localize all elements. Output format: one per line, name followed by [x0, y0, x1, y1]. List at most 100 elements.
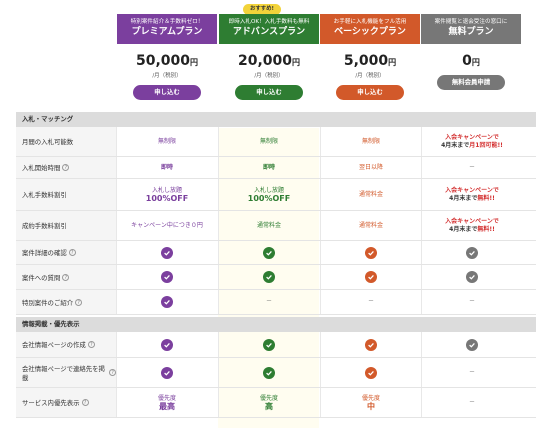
cell-basic: 翌日以降: [320, 157, 421, 178]
cell-advance: 無制限: [218, 127, 319, 156]
cell-premium: 優先度 最高: [116, 388, 217, 417]
price-unit: 円: [190, 58, 199, 67]
row-label: サービス内優先表示?: [16, 388, 116, 417]
check-icon: [161, 296, 173, 308]
check-icon: [263, 338, 275, 351]
cell-premium: 入札し放題 100%OFF: [116, 179, 217, 210]
table-row-priority: サービス内優先表示? 優先度 最高 優先度高 優先度中 －: [16, 388, 536, 418]
cell-free: [421, 332, 522, 357]
cell-advance: 入札し放題 100%OFF: [218, 179, 319, 210]
cell-free: 入会キャンペーンで 4月末まで月1回可能!!: [421, 127, 522, 156]
campaign-text: 入会キャンペーンで: [445, 133, 499, 141]
price-unit: 円: [388, 58, 397, 67]
check-icon: [466, 246, 478, 259]
plan-price: 5,000円: [320, 53, 420, 69]
check-icon: [263, 271, 275, 283]
check-icon: [263, 366, 275, 379]
plan-free: 案件閲覧と退会受注の窓口に 無料プラン 0円 無料会員申請: [421, 14, 521, 114]
plan-name: プレミアムプラン: [131, 27, 203, 37]
plan-name: 無料プラン: [448, 27, 494, 37]
cell-advance: －: [218, 290, 319, 314]
table-row-company-page: 会社情報ページの作成?: [16, 332, 536, 358]
plan-basic: お手軽に入札機能をフル活用 ベーシックプラン 5,000円 /月（税別） 申し込…: [320, 14, 420, 114]
cell-premium: 即時: [116, 157, 217, 178]
row-label: 特別案件のご紹介?: [16, 290, 116, 314]
apply-premium-button[interactable]: 申し込む: [133, 85, 201, 100]
cell-basic: [320, 358, 421, 387]
cell-premium: キャンペーン中につき０円: [116, 211, 217, 240]
plan-price: 20,000円: [219, 53, 319, 69]
row-label: 案件への質問?: [16, 265, 116, 289]
check-icon: [365, 338, 377, 351]
plan-tagline: 即時入札OK！入札手数料も無料: [228, 19, 310, 25]
cell-premium: [116, 358, 217, 387]
plan-price: 50,000円: [117, 53, 217, 69]
section-info-header: 情報掲載・優先表示: [16, 317, 536, 332]
help-icon[interactable]: ?: [109, 369, 116, 376]
check-icon: [263, 246, 275, 259]
plan-name: ベーシックプラン: [334, 27, 406, 37]
price-amount: 0: [462, 53, 472, 69]
cell-advance: [218, 241, 319, 264]
check-icon: [365, 271, 377, 283]
plan-basic-header: お手軽に入札機能をフル活用 ベーシックプラン: [320, 14, 420, 44]
table-row-contract-fee: 成約手数料割引 キャンペーン中につき０円 通常料金 通常料金 入会キャンペーンで…: [16, 211, 536, 241]
table-row-monthly-bids: 月間の入札可能数 無制限 無制限 無制限 入会キャンペーンで 4月末まで月1回可…: [16, 127, 536, 157]
apply-free-button[interactable]: 無料会員申請: [437, 75, 505, 90]
cell-advance: 即時: [218, 157, 319, 178]
plan-name: アドバンスプラン: [232, 27, 306, 37]
cell-advance: [218, 265, 319, 289]
check-icon: [161, 246, 173, 259]
cell-premium: [116, 241, 217, 264]
help-icon[interactable]: ?: [62, 273, 70, 281]
row-label: 入札開始時間?: [16, 157, 116, 178]
help-icon[interactable]: ?: [68, 249, 76, 256]
price-amount: 20,000: [237, 53, 293, 69]
plan-free-header: 案件閲覧と退会受注の窓口に 無料プラン: [421, 14, 521, 44]
cell-premium: [116, 332, 217, 357]
cell-premium: [116, 265, 217, 289]
row-label: 成約手数料割引: [16, 211, 116, 240]
cell-basic: 通常料金: [320, 179, 421, 210]
section-bidding-header: 入札・マッチング: [16, 112, 536, 127]
price-unit: 円: [471, 58, 480, 67]
cell-free: 入会キャンペーンで 4月末まで無料!!: [421, 211, 522, 240]
cell-free: 入会キャンペーンで 4月末まで無料!!: [421, 179, 522, 210]
check-icon: [161, 338, 173, 351]
apply-advance-button[interactable]: 申し込む: [235, 85, 303, 100]
recommended-badge: おすすめ!: [243, 4, 281, 15]
check-icon: [365, 366, 377, 379]
table-row-special-case: 特別案件のご紹介? － － －: [16, 290, 536, 315]
cell-advance: 通常料金: [218, 211, 319, 240]
plan-premium-header: 特別案件紹介＆手数料ゼロ！ プレミアムプラン: [117, 14, 217, 44]
cell-premium: [116, 290, 217, 314]
table-row-case-detail: 案件詳細の確認?: [16, 241, 536, 265]
cell-basic: 通常料金: [320, 211, 421, 240]
apply-basic-button[interactable]: 申し込む: [336, 85, 404, 100]
table-row-fee-discount: 入札手数料割引 入札し放題 100%OFF 入札し放題 100%OFF 通常料金 入…: [16, 179, 536, 211]
plan-tagline: お手軽に入札機能をフル活用: [333, 19, 407, 25]
plan-advance-header: 即時入札OK！入札手数料も無料 アドバンスプラン: [219, 14, 319, 44]
table-row-contact-info: 会社情報ページで連絡先を掲載? －: [16, 358, 536, 388]
help-icon[interactable]: ?: [81, 399, 89, 406]
cell-basic: 優先度中: [320, 388, 421, 417]
help-icon[interactable]: ?: [75, 298, 83, 306]
cell-basic: [320, 332, 421, 357]
cell-free: －: [421, 157, 522, 178]
price-amount: 50,000: [135, 53, 191, 69]
check-icon: [466, 271, 478, 283]
table-row-case-question: 案件への質問?: [16, 265, 536, 290]
cell-advance: [218, 358, 319, 387]
price-period: /月（税別）: [355, 73, 385, 79]
help-icon[interactable]: ?: [62, 164, 70, 171]
cell-free: －: [421, 290, 522, 314]
plan-tagline: 案件閲覧と退会受注の窓口に: [434, 19, 508, 25]
row-label: 会社情報ページの作成?: [16, 332, 116, 357]
price-amount: 5,000: [343, 53, 389, 69]
table-row-bid-start: 入札開始時間? 即時 即時 翌日以降 －: [16, 157, 536, 179]
cell-free: [421, 241, 522, 264]
check-icon: [365, 246, 377, 259]
help-icon[interactable]: ?: [87, 341, 95, 348]
cell-advance: [218, 332, 319, 357]
